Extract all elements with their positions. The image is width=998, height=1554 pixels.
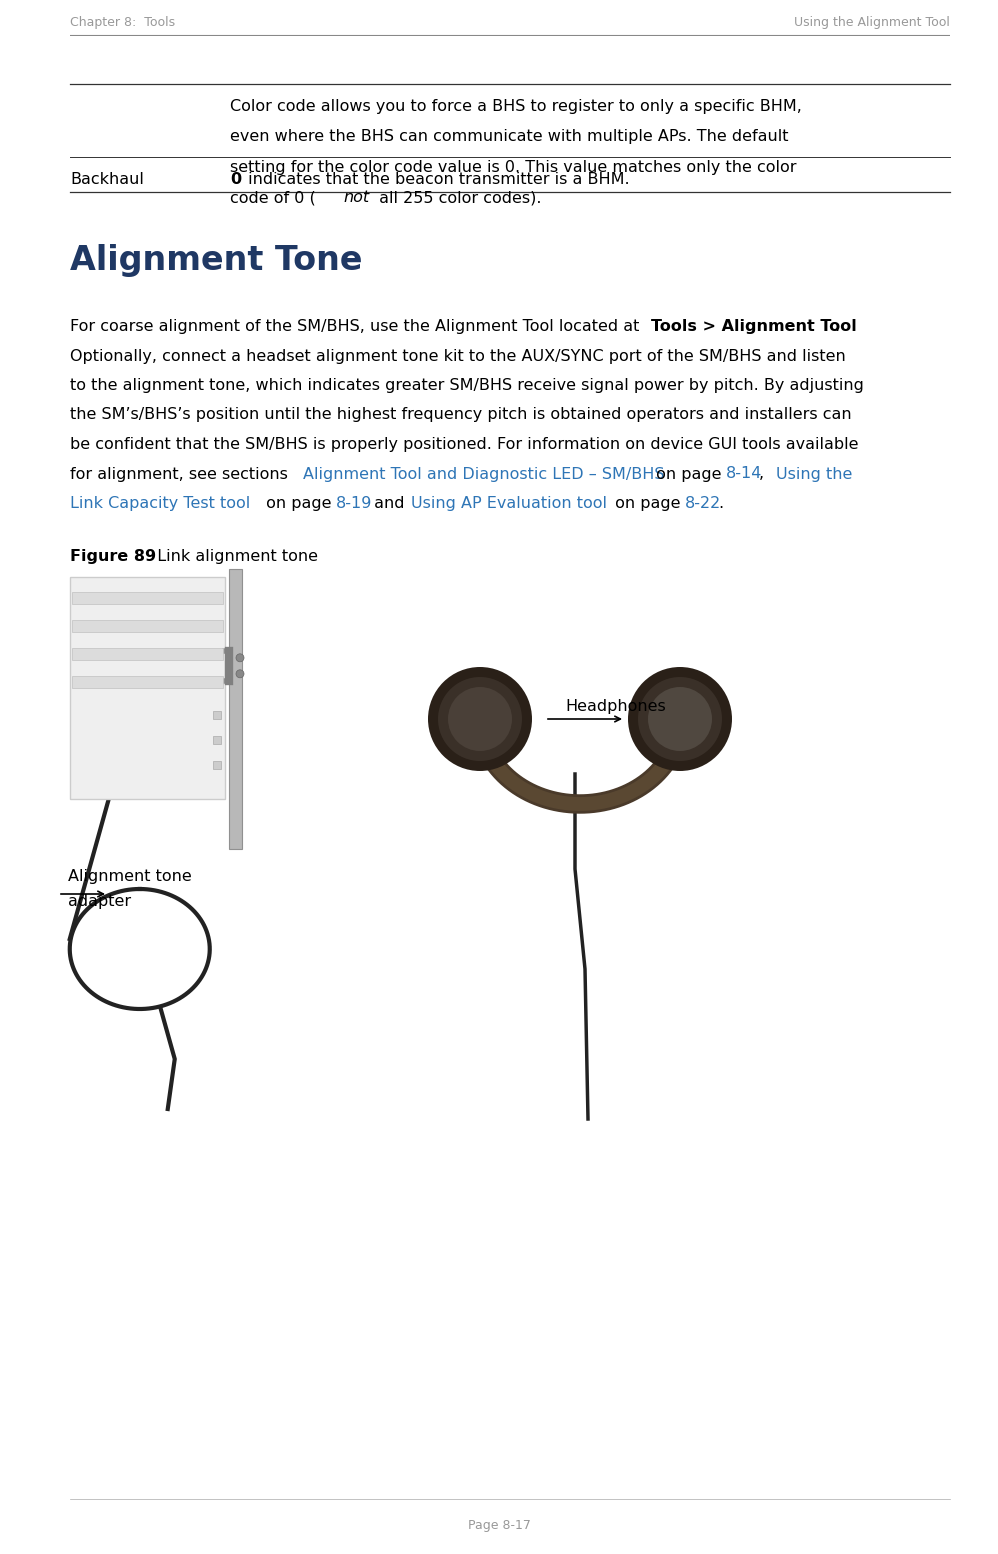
- Text: Alignment tone: Alignment tone: [68, 869, 192, 884]
- Text: adapter: adapter: [68, 894, 131, 909]
- Text: Backhaul: Backhaul: [70, 172, 144, 186]
- Text: Page 8-17: Page 8-17: [467, 1518, 531, 1532]
- Text: on page: on page: [261, 496, 336, 511]
- Text: Alignment Tool and Diagnostic LED – SM/BHS: Alignment Tool and Diagnostic LED – SM/B…: [302, 466, 664, 482]
- Text: indicates that the beacon transmitter is a BHM.: indicates that the beacon transmitter is…: [243, 172, 630, 186]
- Text: 8-14: 8-14: [727, 466, 762, 482]
- Text: be confident that the SM/BHS is properly positioned. For information on device G: be confident that the SM/BHS is properly…: [70, 437, 858, 452]
- Bar: [213, 761, 221, 769]
- Text: code of 0 (: code of 0 (: [230, 191, 315, 205]
- Text: not: not: [343, 191, 369, 205]
- Text: Using AP Evaluation tool: Using AP Evaluation tool: [410, 496, 607, 511]
- Bar: [229, 569, 242, 848]
- Bar: [213, 712, 221, 720]
- Text: Link Capacity Test tool: Link Capacity Test tool: [70, 496, 250, 511]
- Text: Chapter 8:  Tools: Chapter 8: Tools: [70, 16, 175, 30]
- Text: 0: 0: [230, 172, 242, 186]
- Bar: [70, 577, 225, 799]
- Bar: [72, 620, 223, 632]
- Text: Link alignment tone: Link alignment tone: [147, 549, 318, 564]
- Text: to the alignment tone, which indicates greater SM/BHS receive signal power by pi: to the alignment tone, which indicates g…: [70, 378, 864, 393]
- Text: Using the Alignment Tool: Using the Alignment Tool: [794, 16, 950, 30]
- Circle shape: [638, 678, 722, 761]
- Text: on page: on page: [652, 466, 727, 482]
- Text: 8-19: 8-19: [335, 496, 372, 511]
- Bar: [72, 648, 223, 660]
- Text: 8-22: 8-22: [685, 496, 721, 511]
- Circle shape: [438, 678, 522, 761]
- Text: Figure 89: Figure 89: [70, 549, 156, 564]
- Text: all 255 color codes).: all 255 color codes).: [374, 191, 541, 205]
- Circle shape: [648, 687, 712, 751]
- Circle shape: [428, 667, 532, 771]
- Text: Alignment Tone: Alignment Tone: [70, 244, 362, 277]
- Bar: [72, 676, 223, 688]
- Text: For coarse alignment of the SM/BHS, use the Alignment Tool located at: For coarse alignment of the SM/BHS, use …: [70, 319, 645, 334]
- Circle shape: [628, 667, 732, 771]
- Text: Headphones: Headphones: [565, 699, 666, 713]
- Text: Optionally, connect a headset alignment tone kit to the AUX/SYNC port of the SM/: Optionally, connect a headset alignment …: [70, 348, 845, 364]
- Text: the SM’s/BHS’s position until the highest frequency pitch is obtained operators : the SM’s/BHS’s position until the highes…: [70, 407, 851, 423]
- Text: ,: ,: [759, 466, 769, 482]
- Text: for alignment, see sections: for alignment, see sections: [70, 466, 293, 482]
- Circle shape: [236, 654, 244, 662]
- Text: Color code allows you to force a BHS to register to only a specific BHM,: Color code allows you to force a BHS to …: [230, 99, 801, 113]
- Text: on page: on page: [610, 496, 686, 511]
- Text: setting for the color code value is 0. This value matches only the color: setting for the color code value is 0. T…: [230, 160, 796, 176]
- Text: .: .: [718, 496, 723, 511]
- Bar: [213, 737, 221, 744]
- Text: Using the: Using the: [776, 466, 852, 482]
- Text: and: and: [369, 496, 409, 511]
- Circle shape: [448, 687, 512, 751]
- Circle shape: [236, 670, 244, 678]
- Bar: [72, 592, 223, 605]
- Text: Tools > Alignment Tool: Tools > Alignment Tool: [652, 319, 857, 334]
- Text: even where the BHS can communicate with multiple APs. The default: even where the BHS can communicate with …: [230, 129, 788, 145]
- Text: .: .: [834, 319, 839, 334]
